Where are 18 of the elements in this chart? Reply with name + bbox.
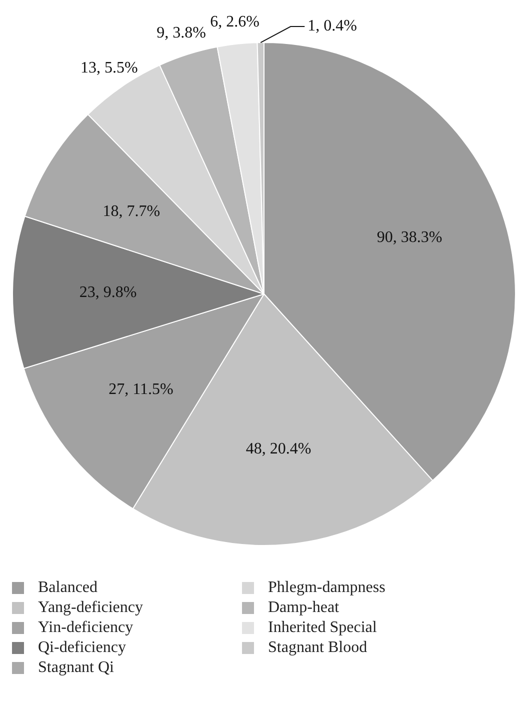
data-label: 1, 0.4% [308, 18, 357, 35]
legend-label: Phlegm-dampness [268, 579, 386, 597]
data-label: 18, 7.7% [102, 203, 160, 220]
legend-label: Inherited Special [268, 619, 377, 637]
data-label: 6, 2.6% [210, 13, 260, 30]
legend-label: Qi-deficiency [38, 639, 126, 657]
legend-label: Balanced [38, 579, 98, 597]
legend-label: Stagnant Qi [38, 659, 114, 677]
legend-label: Yin-deficiency [38, 619, 134, 637]
legend-label: Yang-deficiency [38, 599, 144, 617]
data-label: 48, 20.4% [246, 440, 312, 458]
data-label: 9, 3.8% [156, 24, 206, 42]
data-label: 13, 5.5% [80, 60, 138, 77]
legend-label: Stagnant Blood [268, 639, 368, 657]
data-label: 27, 11.5% [108, 381, 174, 398]
data-label: 23, 9.8% [79, 284, 137, 302]
data-label: 90, 38.3% [376, 229, 442, 246]
legend-label: Damp-heat [268, 599, 340, 617]
